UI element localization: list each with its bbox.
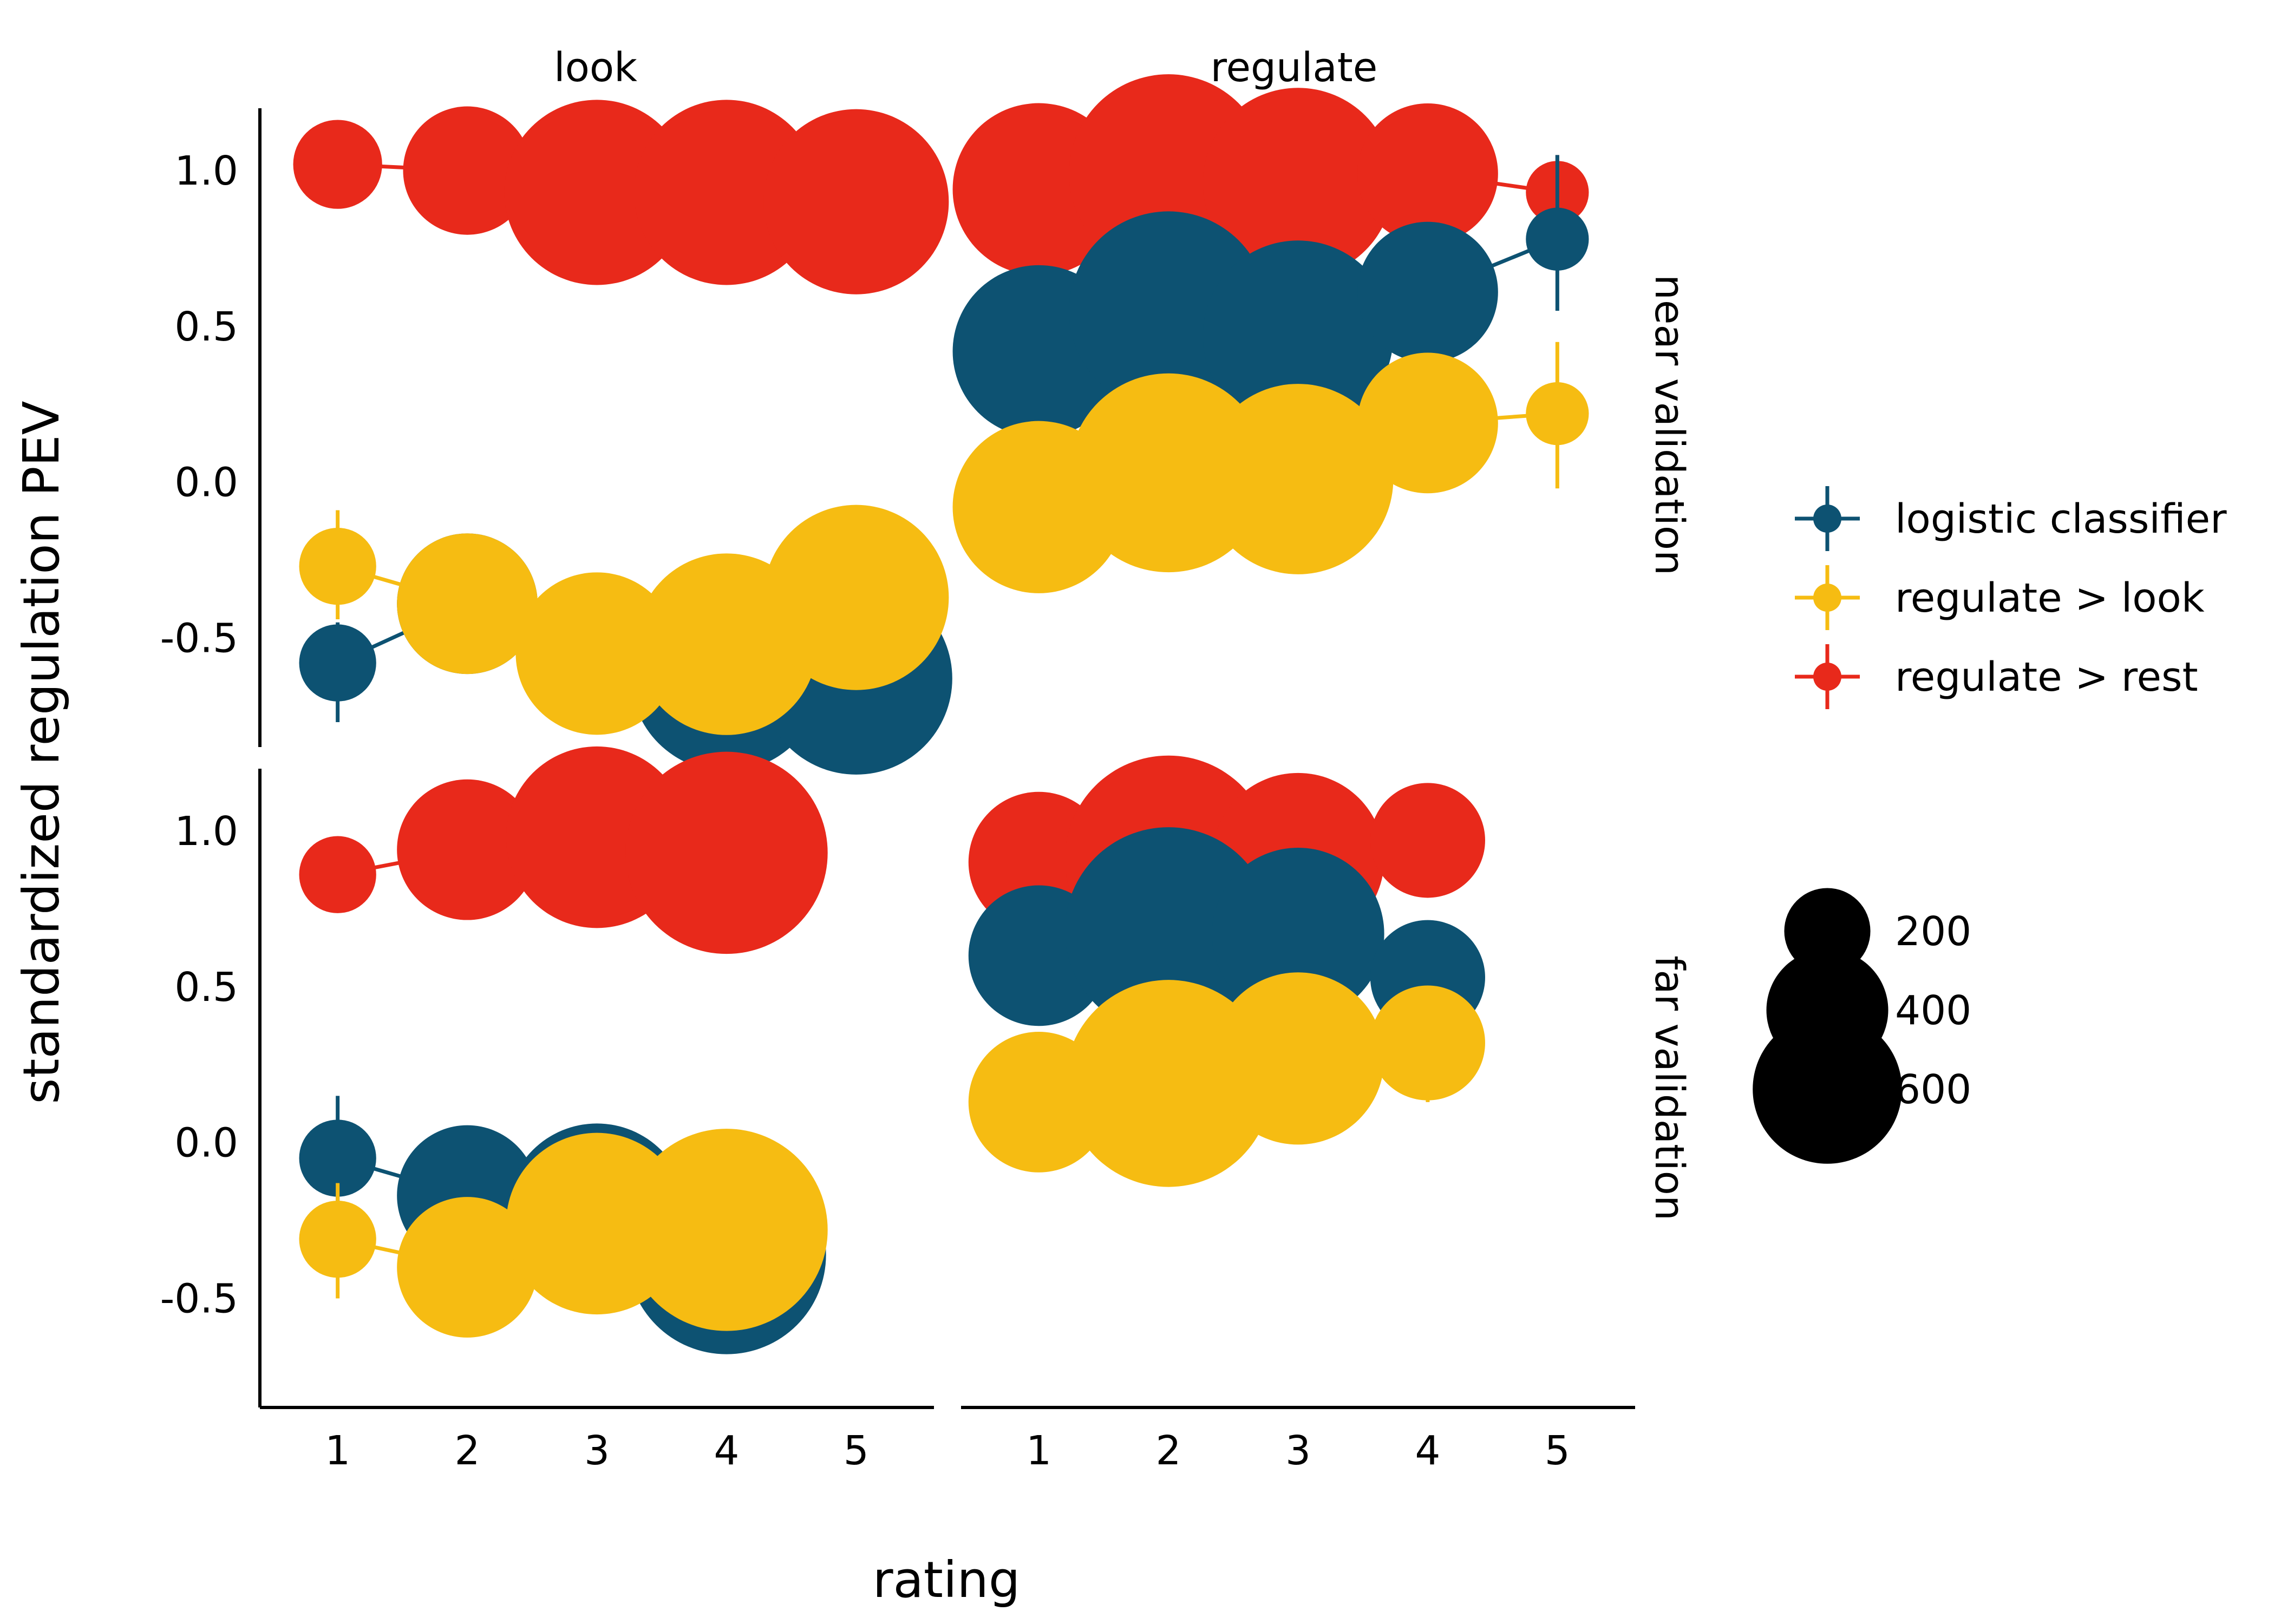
data-point (397, 779, 538, 920)
series-logistic-classifier (952, 155, 1589, 438)
x-tick-label: 3 (584, 1427, 610, 1474)
y-tick-label: 1.0 (174, 148, 238, 194)
size-legend-point (1753, 1014, 1902, 1164)
series-regulate-rest (293, 100, 949, 294)
y-tick-label: 0.5 (174, 964, 238, 1011)
series-regulate-look (968, 972, 1485, 1187)
data-point (1357, 103, 1498, 244)
x-tick-label: 2 (455, 1427, 480, 1474)
size-legend-item: 200 (1784, 888, 1971, 974)
data-point (1526, 207, 1589, 271)
size-legend-point (1784, 888, 1871, 974)
y-tick-label: -0.5 (160, 615, 238, 662)
legend-label: regulate > rest (1895, 654, 2198, 700)
size-legend-item: 600 (1753, 1014, 1971, 1164)
x-tick-label: 5 (1545, 1427, 1570, 1474)
series-regulate-rest (299, 746, 828, 954)
series-regulate-look (299, 1129, 828, 1338)
x-axis-title: rating (873, 1551, 1021, 1609)
y-tick-label: 0.0 (174, 1120, 238, 1167)
data-point (625, 1129, 828, 1331)
data-point (1203, 384, 1394, 574)
legend-point (1813, 505, 1841, 533)
x-tick-label: 4 (1415, 1427, 1440, 1474)
strip-label-regulate: regulate (1211, 44, 1378, 91)
data-point (1203, 88, 1394, 279)
data-point (1212, 972, 1384, 1145)
data-point (299, 1201, 376, 1278)
data-point (1370, 783, 1485, 898)
size-legend-label: 600 (1895, 1066, 1971, 1113)
legend-point (1813, 584, 1841, 612)
series-regulate-look (952, 342, 1589, 593)
y-tick-label: 0.0 (174, 460, 238, 506)
data-point (1064, 827, 1272, 1034)
data-point (299, 1119, 376, 1197)
panel-regulate-near-validation (952, 74, 1589, 593)
strip-label-look: look (554, 44, 637, 91)
series-regulate-rest (952, 74, 1589, 279)
data-point (504, 100, 690, 285)
panel-look-far-validation (299, 746, 828, 1354)
legend-label: regulate > look (1895, 575, 2205, 621)
size-legend-label: 200 (1895, 908, 1971, 955)
data-point (299, 836, 376, 913)
x-tick-label: 5 (844, 1427, 869, 1474)
data-point (1370, 985, 1485, 1101)
x-tick-label: 2 (1156, 1427, 1181, 1474)
data-point (515, 572, 678, 735)
series-regulate-look (299, 505, 949, 735)
data-point (403, 106, 532, 235)
y-tick-label: -0.5 (160, 1276, 238, 1322)
panel-regulate-far-validation (968, 755, 1485, 1187)
y-axis-title: standardized regulation PEV (12, 401, 70, 1104)
data-point (397, 1197, 538, 1338)
panel-look-near-validation (293, 100, 952, 775)
panels-layer (293, 74, 1589, 1354)
legend-point (1813, 663, 1841, 691)
data-point (397, 533, 538, 675)
legend: logistic classifier regulate > look regula… (1753, 486, 2227, 1164)
data-point (763, 505, 949, 690)
x-tick-label: 1 (325, 1427, 350, 1474)
size-legend-label: 400 (1895, 987, 1971, 1034)
data-point (763, 109, 949, 294)
y-tick-label: 1.0 (174, 808, 238, 855)
data-point (1212, 847, 1384, 1020)
data-point (1357, 221, 1498, 363)
data-point (299, 624, 376, 702)
legend-item-logistic-classifier: logistic classifier (1795, 486, 2227, 551)
x-tick-label: 1 (1026, 1427, 1051, 1474)
legend-item-regulate-look: regulate > look (1795, 565, 2205, 630)
strip-label-near-validation: near validation (1646, 274, 1693, 575)
legend-label: logistic classifier (1895, 496, 2227, 542)
labels-layer: rating standardized regulation PEV look … (12, 44, 1693, 1609)
x-tick-label: 4 (714, 1427, 739, 1474)
y-tick-label: 0.5 (174, 304, 238, 350)
data-point (299, 527, 376, 605)
legend-item-regulate-rest: regulate > rest (1795, 644, 2198, 709)
data-point (293, 120, 382, 209)
data-point (1526, 382, 1589, 446)
data-point (1357, 352, 1498, 494)
data-point (1203, 240, 1394, 431)
strip-label-far-validation: far validation (1646, 955, 1693, 1221)
data-point (625, 751, 828, 954)
axes-layer: 1.0 0.5 0.0 -0.5 1.0 0.5 0.0 -0.5 1 2 3 4 5 1 2 3 4 5 (160, 108, 1635, 1474)
x-tick-label: 3 (1285, 1427, 1311, 1474)
